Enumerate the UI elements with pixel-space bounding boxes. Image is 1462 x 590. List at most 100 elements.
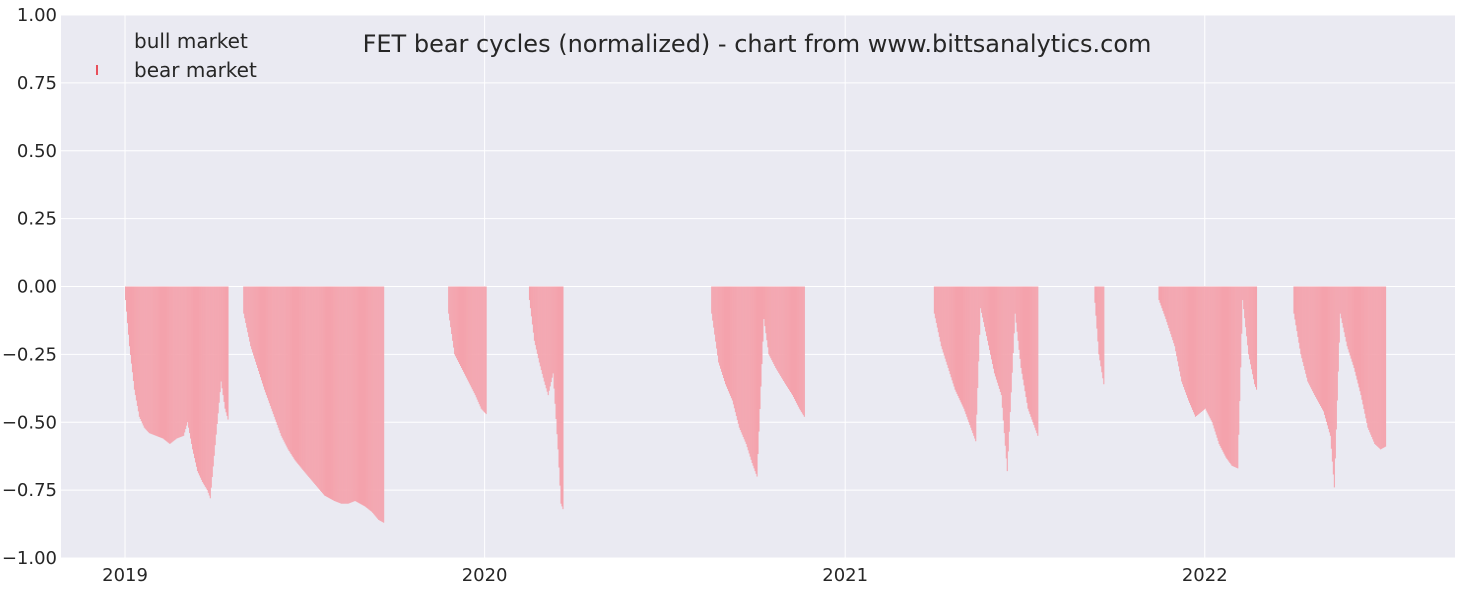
bear-market-bar — [1025, 286, 1027, 398]
bear-market-bar — [945, 286, 947, 362]
bear-market-bar — [156, 286, 158, 437]
bear-market-bar — [773, 286, 775, 365]
bear-market-bar — [1307, 286, 1309, 382]
bear-market-bar — [1315, 286, 1317, 397]
bear-market-bar — [953, 286, 955, 387]
bear-market-bar — [1012, 286, 1014, 354]
bear-market-bar — [168, 286, 170, 444]
bear-market-bar — [1237, 286, 1239, 469]
bear-market-bar — [144, 286, 146, 429]
bear-market-bar — [1021, 286, 1023, 374]
bear-market-bar — [756, 286, 758, 477]
bear-market-bar — [995, 286, 997, 380]
bear-market-bar — [785, 286, 787, 385]
bear-market-bar — [1246, 286, 1248, 337]
bear-market-bar — [1354, 286, 1356, 372]
bear-market-bar — [323, 286, 325, 495]
bear-market-bar — [725, 286, 728, 387]
bear-market-bar — [1355, 286, 1357, 376]
bear-market-bar — [1204, 286, 1206, 409]
bear-market-bar — [1351, 286, 1353, 362]
bear-market-bar — [165, 286, 167, 441]
bear-market-bar — [1026, 286, 1028, 403]
bear-market-bar — [982, 286, 984, 318]
bear-market-bar — [460, 286, 463, 368]
bear-market-bar — [538, 286, 540, 363]
bear-market-bar — [975, 286, 977, 442]
bear-market-bar — [747, 286, 749, 451]
bear-market-bar — [744, 286, 746, 442]
bear-market-bar — [259, 286, 261, 375]
bear-market-bar — [1160, 286, 1162, 306]
bear-market-bar — [1326, 286, 1328, 426]
bear-market-bar — [717, 286, 719, 356]
bear-market-bar — [1187, 286, 1189, 398]
legend-item-bull-market: bull market — [96, 29, 248, 53]
bear-market-bar — [141, 286, 143, 424]
bear-market-bar — [153, 286, 155, 436]
bear-market-bar — [959, 286, 961, 401]
bear-market-bar — [1236, 286, 1238, 468]
bear-market-bar — [1191, 286, 1194, 410]
bear-market-bar — [948, 286, 950, 372]
bear-market-bar — [1344, 286, 1346, 337]
bear-market-bar — [143, 286, 145, 428]
bear-market-bar — [362, 286, 364, 506]
bear-market-bar — [377, 286, 379, 519]
bear-market-bar — [256, 286, 258, 365]
x-tick-label: 2021 — [822, 565, 868, 586]
bear-market-bar — [551, 286, 553, 378]
bear-market-bar — [1008, 286, 1010, 432]
bear-market-bar — [462, 286, 464, 372]
bear-market-bar — [472, 286, 474, 392]
bear-market-bar — [186, 286, 188, 426]
bear-market-bar — [751, 286, 753, 463]
bear-market-bar — [277, 286, 279, 428]
bear-market-bar — [758, 286, 760, 432]
bear-market-bar — [152, 286, 154, 435]
bear-market-bar — [983, 286, 985, 323]
bear-market-bar — [774, 286, 776, 367]
bear-market-bar — [1177, 286, 1179, 362]
bear-market-bar — [357, 286, 359, 503]
bear-market-bar — [1322, 286, 1325, 412]
bear-market-bar — [1035, 286, 1037, 431]
bear-market-bar — [1005, 286, 1007, 459]
bear-market-bar — [1301, 286, 1303, 359]
bear-market-bar — [1330, 286, 1332, 449]
bear-market-bar — [754, 286, 756, 472]
y-tick-label: 0.75 — [17, 73, 57, 94]
bear-market-bar — [1334, 286, 1336, 459]
bear-market-bar — [771, 286, 773, 361]
bear-market-bar — [1019, 286, 1021, 359]
bear-market-bar — [1166, 286, 1168, 323]
bear-market-bar — [1028, 286, 1030, 412]
bear-market-bar — [979, 286, 981, 335]
bear-market-bar — [1158, 286, 1160, 301]
bear-market-bar — [213, 286, 215, 456]
bear-market-bar — [1200, 286, 1202, 412]
bear-market-bar — [1369, 286, 1371, 433]
bear-market-bar — [1348, 286, 1350, 353]
bear-market-bar — [1250, 286, 1252, 365]
bear-market-bar — [1343, 286, 1345, 333]
bear-market-bar — [999, 286, 1001, 392]
bear-market-bar — [714, 286, 716, 335]
bear-market-bar — [194, 286, 196, 459]
bear-market-bar — [312, 286, 314, 482]
bear-market-bar — [940, 286, 942, 347]
bear-market-bar — [1000, 286, 1002, 396]
bear-market-bar — [990, 286, 993, 360]
bear-market-bar — [1232, 286, 1234, 467]
bear-market-bar — [1037, 286, 1039, 436]
bear-market-bar — [302, 286, 304, 470]
bear-market-bar — [1300, 286, 1302, 355]
bear-market-bar — [169, 286, 171, 444]
bear-market-bar — [173, 286, 175, 441]
bear-market-bar — [451, 286, 453, 335]
bear-market-bar — [946, 286, 948, 365]
bear-market-bar — [375, 286, 377, 517]
bear-market-bar — [1340, 286, 1342, 319]
bear-market-bar — [969, 286, 971, 425]
bear-market-bar — [1317, 286, 1319, 401]
